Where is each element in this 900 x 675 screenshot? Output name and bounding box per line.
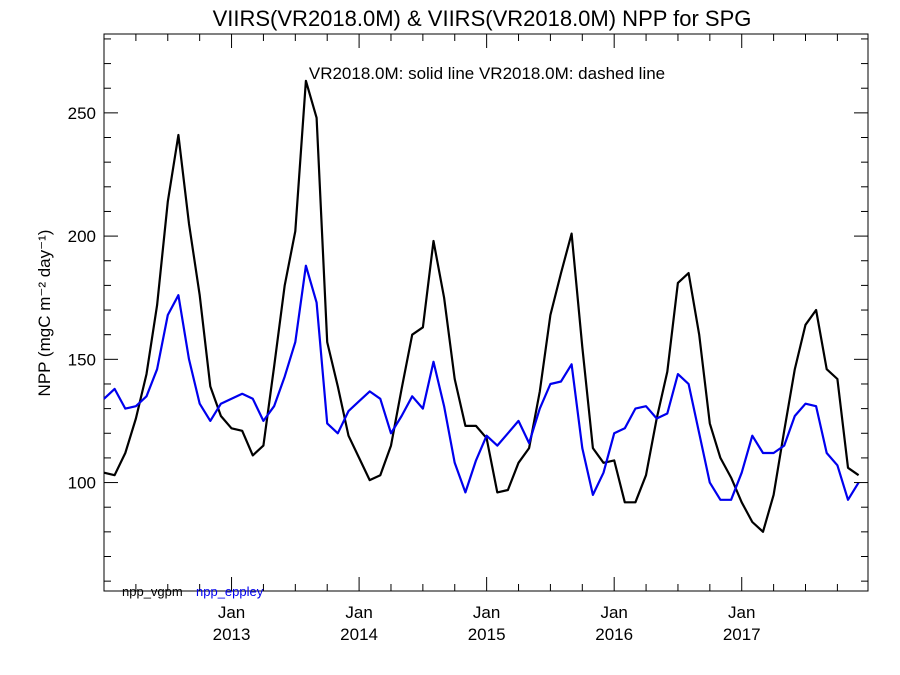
- x-tick-month-label: Jan: [218, 603, 245, 622]
- chart-title: VIIRS(VR2018.0M) & VIIRS(VR2018.0M) NPP …: [213, 6, 752, 31]
- x-tick-month-label: Jan: [728, 603, 755, 622]
- y-tick-label: 250: [68, 104, 96, 123]
- series-layer: [103, 79, 860, 533]
- legend-item-npp-eppley: npp_eppley: [196, 584, 264, 599]
- x-tick-month-label: Jan: [345, 603, 372, 622]
- x-tick-month-label: Jan: [600, 603, 627, 622]
- line-style-annotation: VR2018.0M: solid line VR2018.0M: dashed …: [309, 64, 665, 83]
- series-line-npp-eppley: [103, 264, 860, 501]
- series-line-npp-vgpm: [103, 79, 860, 533]
- x-tick-year-label: 2014: [340, 625, 378, 644]
- legend: npp_vgpm npp_eppley: [122, 584, 264, 599]
- x-tick-year-label: 2013: [213, 625, 251, 644]
- plot-border: [103, 33, 869, 592]
- legend-item-npp-vgpm: npp_vgpm: [122, 584, 183, 599]
- y-tick-label: 200: [68, 227, 96, 246]
- x-tick-year-label: 2015: [468, 625, 506, 644]
- x-tick-month-label: Jan: [473, 603, 500, 622]
- x-tick-year-label: 2017: [723, 625, 761, 644]
- y-axis-label: NPP (mgC m⁻² day⁻¹): [35, 230, 54, 397]
- axis-ticks: 100 150 200 250 Jan 2013 Jan 2014 Jan 2015 Jan 2016…: [68, 34, 868, 644]
- y-tick-label: 100: [68, 474, 96, 493]
- x-tick-year-label: 2016: [595, 625, 633, 644]
- y-tick-label: 150: [68, 350, 96, 369]
- plot-frame: [103, 33, 869, 592]
